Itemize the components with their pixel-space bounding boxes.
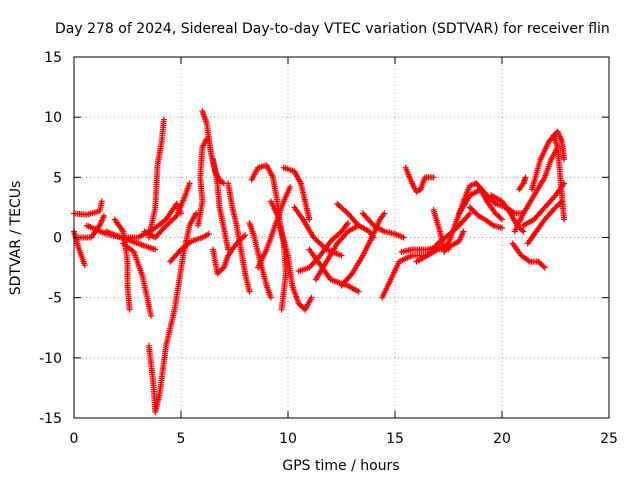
data-point — [192, 210, 199, 217]
x-tick-label: 20 — [493, 431, 511, 447]
data-marks — [71, 108, 568, 415]
data-point — [338, 252, 345, 259]
data-point — [126, 306, 133, 313]
series-arc-46 — [516, 174, 529, 193]
data-point — [148, 312, 155, 319]
y-axis-label: SDTVAR / TECUs — [8, 181, 24, 296]
data-point — [355, 288, 362, 295]
y-tick-label: 5 — [53, 170, 62, 186]
series-arc-42 — [511, 144, 561, 235]
series-arc-37 — [456, 186, 505, 223]
y-tick-label: -15 — [39, 411, 62, 427]
series-arc-41 — [509, 240, 548, 271]
data-point — [465, 211, 472, 218]
series-arc-29 — [359, 210, 407, 241]
series-arc-16 — [225, 180, 253, 295]
series-arc-07 — [120, 240, 155, 319]
data-point — [240, 233, 247, 240]
data-point — [205, 230, 212, 237]
data-point — [519, 227, 526, 234]
data-point — [160, 116, 167, 123]
data-point — [267, 294, 274, 301]
data-point — [278, 306, 285, 313]
x-tick-label: 0 — [70, 431, 79, 447]
x-tick-label: 5 — [177, 431, 186, 447]
data-point — [152, 246, 159, 253]
series-arc-11 — [167, 230, 212, 265]
series-arc-19 — [255, 183, 294, 271]
series-arc-21 — [276, 222, 315, 313]
data-point — [499, 224, 505, 231]
y-tick-label: -10 — [39, 351, 62, 367]
data-point — [306, 216, 313, 223]
data-point — [466, 210, 473, 217]
data-point — [344, 220, 351, 227]
series-arc-45 — [524, 198, 565, 247]
series-arc-32 — [402, 164, 437, 195]
data-point — [497, 215, 504, 222]
chart-title: Day 278 of 2024, Sidereal Day-to-day VTE… — [55, 21, 610, 37]
data-point — [246, 288, 253, 295]
y-tick-label: -5 — [48, 291, 62, 307]
data-point — [242, 232, 249, 239]
data-point — [381, 210, 388, 217]
data-point — [430, 174, 437, 181]
data-point — [561, 156, 568, 163]
series-arc-47 — [550, 132, 568, 223]
data-point — [159, 226, 166, 233]
data-point — [499, 216, 505, 223]
grid — [74, 57, 609, 418]
data-point — [541, 264, 548, 271]
series-arc-06 — [103, 228, 159, 253]
data-point — [287, 183, 294, 190]
series-arc-08 — [145, 116, 167, 241]
series-arc-25 — [312, 222, 362, 283]
series-arc-14 — [210, 156, 232, 253]
axis-ticks: 0 5 10 15 20 25 -15 -10 -5 0 5 10 15 — [39, 50, 618, 447]
y-tick-label: 0 — [53, 231, 62, 247]
series-arc-43 — [528, 128, 568, 193]
data-point — [81, 262, 88, 269]
series-arc-30 — [379, 252, 431, 301]
data-point — [522, 174, 529, 181]
data-point — [308, 294, 315, 301]
x-tick-label: 25 — [600, 431, 618, 447]
data-point — [561, 216, 568, 223]
x-axis-label: GPS time / hours — [282, 458, 399, 474]
data-point — [100, 212, 107, 219]
data-point — [400, 234, 407, 241]
series-arc-10 — [141, 180, 193, 241]
series-arc-26 — [295, 220, 351, 275]
series-arc-09 — [145, 210, 199, 415]
series-arc-39 — [466, 204, 505, 231]
x-tick-label: 15 — [386, 431, 404, 447]
y-tick-label: 10 — [44, 110, 62, 126]
data-point — [98, 198, 105, 205]
data-point — [520, 228, 527, 235]
data-point — [186, 180, 193, 187]
series-arc-35 — [430, 206, 448, 253]
series-arc-22 — [280, 164, 313, 223]
y-tick-label: 15 — [44, 50, 62, 66]
series-arc-02 — [71, 228, 88, 269]
data-point — [460, 228, 467, 235]
data-point — [540, 263, 547, 270]
x-tick-label: 10 — [279, 431, 297, 447]
data-point — [561, 180, 568, 187]
series-arc-12 — [195, 135, 210, 229]
data-point — [491, 199, 498, 206]
